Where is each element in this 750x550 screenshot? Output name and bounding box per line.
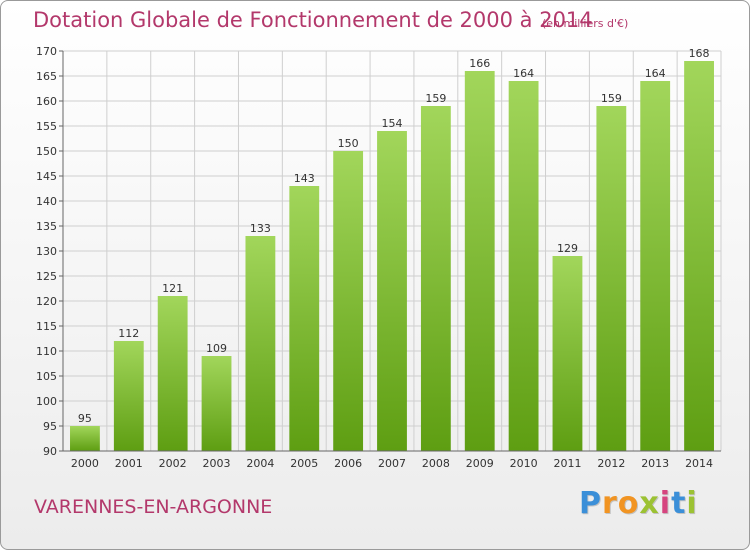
x-tick-label: 2000 xyxy=(71,457,99,470)
y-tick-label: 125 xyxy=(36,270,57,283)
y-tick-label: 130 xyxy=(36,245,57,258)
bars xyxy=(70,61,714,451)
y-tick-label: 165 xyxy=(36,70,57,83)
data-label: 143 xyxy=(294,172,315,185)
logo-letter: i xyxy=(686,486,698,521)
bar xyxy=(684,61,714,451)
y-tick-label: 120 xyxy=(36,295,57,308)
data-label: 109 xyxy=(206,342,227,355)
y-tick-label: 100 xyxy=(36,395,57,408)
y-tick-label: 140 xyxy=(36,195,57,208)
y-tick-label: 135 xyxy=(36,220,57,233)
x-tick-label: 2014 xyxy=(685,457,713,470)
data-label: 129 xyxy=(557,242,578,255)
x-tick-label: 2011 xyxy=(553,457,581,470)
bar xyxy=(289,186,320,451)
logo-letter: o xyxy=(617,486,640,521)
bar xyxy=(157,296,188,451)
x-tick-label: 2001 xyxy=(115,457,143,470)
y-tick-label: 105 xyxy=(36,370,57,383)
bar xyxy=(70,426,100,451)
commune-name: VARENNES-EN-ARGONNE xyxy=(34,496,273,518)
logo-letter: P xyxy=(579,486,602,521)
bar xyxy=(552,256,583,451)
bar xyxy=(245,236,276,451)
bar xyxy=(201,356,232,451)
data-labels: 95 112 121 109 133 143 150 154 159 166 164 129 159 16… xyxy=(78,47,710,425)
x-tick-label: 2012 xyxy=(597,457,625,470)
x-tick-label: 2005 xyxy=(290,457,318,470)
data-label: 164 xyxy=(513,67,534,80)
data-label: 164 xyxy=(645,67,666,80)
x-tick-label: 2007 xyxy=(378,457,406,470)
logo-letter: r xyxy=(602,486,618,521)
y-tick-label: 170 xyxy=(36,45,57,58)
axes: 90 95 100 105 110 115 120 125 130 135 140 145 150 155… xyxy=(36,45,721,470)
x-tick-label: 2006 xyxy=(334,457,362,470)
data-label: 154 xyxy=(382,117,403,130)
y-tick-label: 160 xyxy=(36,95,57,108)
x-tick-label: 2013 xyxy=(641,457,669,470)
data-label: 159 xyxy=(425,92,446,105)
y-tick-label: 155 xyxy=(36,120,57,133)
x-tick-label: 2003 xyxy=(203,457,231,470)
data-label: 168 xyxy=(689,47,710,60)
bar xyxy=(596,106,627,451)
data-label: 95 xyxy=(78,412,92,425)
x-tick-label: 2002 xyxy=(159,457,187,470)
y-tick-label: 150 xyxy=(36,145,57,158)
y-tick-label: 145 xyxy=(36,170,57,183)
y-tick-label: 95 xyxy=(43,420,57,433)
bar xyxy=(333,151,364,451)
bar xyxy=(464,71,495,451)
bar xyxy=(377,131,407,451)
data-label: 133 xyxy=(250,222,271,235)
y-tick-label: 115 xyxy=(36,320,57,333)
data-label: 159 xyxy=(601,92,622,105)
bar xyxy=(420,106,451,451)
data-label: 166 xyxy=(469,57,490,70)
x-tick-label: 2009 xyxy=(466,457,494,470)
data-label: 150 xyxy=(338,137,359,150)
data-label: 121 xyxy=(162,282,183,295)
chart-subtitle: (en milliers d'€) xyxy=(542,17,629,30)
bar xyxy=(508,81,539,451)
x-tick-label: 2008 xyxy=(422,457,450,470)
chart-title: Dotation Globale de Fonctionnement de 20… xyxy=(33,8,593,32)
logo-letter: x xyxy=(639,486,660,521)
logo-letter: t xyxy=(671,486,687,521)
y-tick-label: 110 xyxy=(36,345,57,358)
x-tick-label: 2010 xyxy=(510,457,538,470)
bar xyxy=(640,81,671,451)
bar xyxy=(113,341,144,451)
y-tick-label: 90 xyxy=(43,445,57,458)
x-tick-label: 2004 xyxy=(246,457,274,470)
logo-letter: i xyxy=(659,486,672,521)
proxiti-logo[interactable]: Proxiti xyxy=(579,486,698,521)
data-label: 112 xyxy=(118,327,139,340)
